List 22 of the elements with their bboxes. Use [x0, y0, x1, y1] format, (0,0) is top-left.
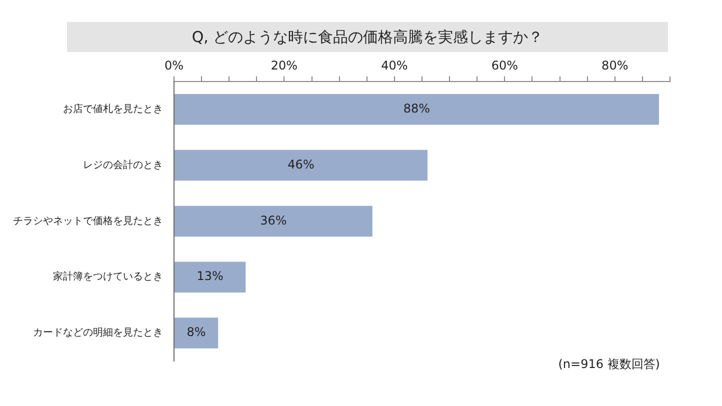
data-label: 8%: [186, 325, 206, 340]
y-tick-label: カードなどの明細を見たとき: [33, 328, 163, 339]
annotation: (n=916 複数回答): [558, 356, 660, 373]
data-label: 46%: [288, 157, 314, 172]
bar: [174, 318, 218, 348]
y-tick-label: チラシやネットで価格を見たとき: [13, 214, 163, 227]
x-tick-label: 40%: [381, 58, 408, 72]
bar: [174, 206, 372, 237]
bar: [174, 150, 428, 181]
x-tick-label: 0%: [164, 58, 184, 72]
x-tick-label: 60%: [491, 58, 518, 72]
data-label: 13%: [196, 269, 224, 284]
y-tick-label: 家計簿をつけているとき: [53, 270, 163, 283]
bar: [174, 94, 659, 125]
data-label: 88%: [403, 101, 430, 116]
x-tick-label: 20%: [270, 58, 298, 72]
chart-title: Q, どのような時に食品の価格高騰を実感しますか？: [67, 22, 668, 52]
data-label: 36%: [260, 213, 287, 228]
y-tick-label: お店で値札を見たとき: [63, 102, 163, 115]
x-tick-label: 80%: [602, 58, 628, 72]
bar: [174, 262, 246, 292]
y-tick-label: レジの会計のとき: [83, 158, 163, 171]
